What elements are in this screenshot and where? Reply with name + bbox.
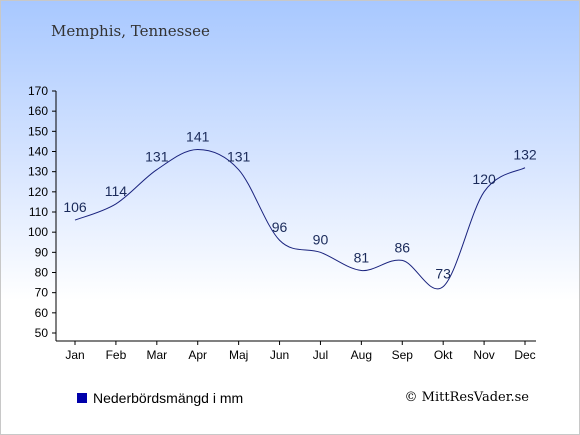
y-tick-label: 90 [35,245,49,259]
y-tick-label: 80 [35,266,49,280]
y-tick-label: 70 [35,286,49,300]
y-tick-label: 150 [28,124,48,138]
data-label: 86 [394,239,410,255]
x-tick-label: Jul [313,348,328,362]
series-line [74,148,526,290]
data-label: 141 [186,128,210,144]
x-tick-label: Sep [392,348,414,362]
legend-label: Nederbördsmängd i mm [93,390,244,406]
chart-title: Memphis, Tennessee [51,22,210,40]
legend: Nederbördsmängd i mm [77,390,243,406]
y-tick-label: 140 [28,145,48,159]
data-label: 106 [63,199,87,215]
x-tick-label: Feb [106,348,127,362]
y-tick-label: 170 [28,84,48,98]
data-label: 131 [227,149,251,165]
x-tick-label: Okt [434,348,453,362]
x-tick-label: Apr [188,348,207,362]
data-label: 96 [272,219,288,235]
data-label: 90 [313,231,329,247]
copyright-text: © MittResVader.se [404,390,529,405]
y-tick-label: 160 [28,104,48,118]
x-tick-label: Maj [229,348,248,362]
data-label: 132 [513,147,537,163]
x-tick-label: Nov [473,348,494,362]
y-tick-label: 50 [35,326,49,340]
legend-swatch [77,393,87,403]
data-label: 120 [472,171,496,187]
y-tick-label: 60 [35,306,49,320]
data-label: 73 [435,266,451,282]
y-tick-label: 110 [29,205,48,219]
x-tick-label: Dec [514,348,535,362]
y-tick-label: 120 [28,185,48,199]
data-label: 131 [145,149,169,165]
x-tick-label: Jan [65,348,84,362]
x-tick-label: Aug [351,348,372,362]
y-tick-label: 100 [28,225,48,239]
data-label: 81 [354,249,370,265]
y-tick-label: 130 [28,165,48,179]
x-tick-label: Mar [146,348,167,362]
data-label: 114 [105,183,128,199]
x-tick-label: Jun [270,348,289,362]
